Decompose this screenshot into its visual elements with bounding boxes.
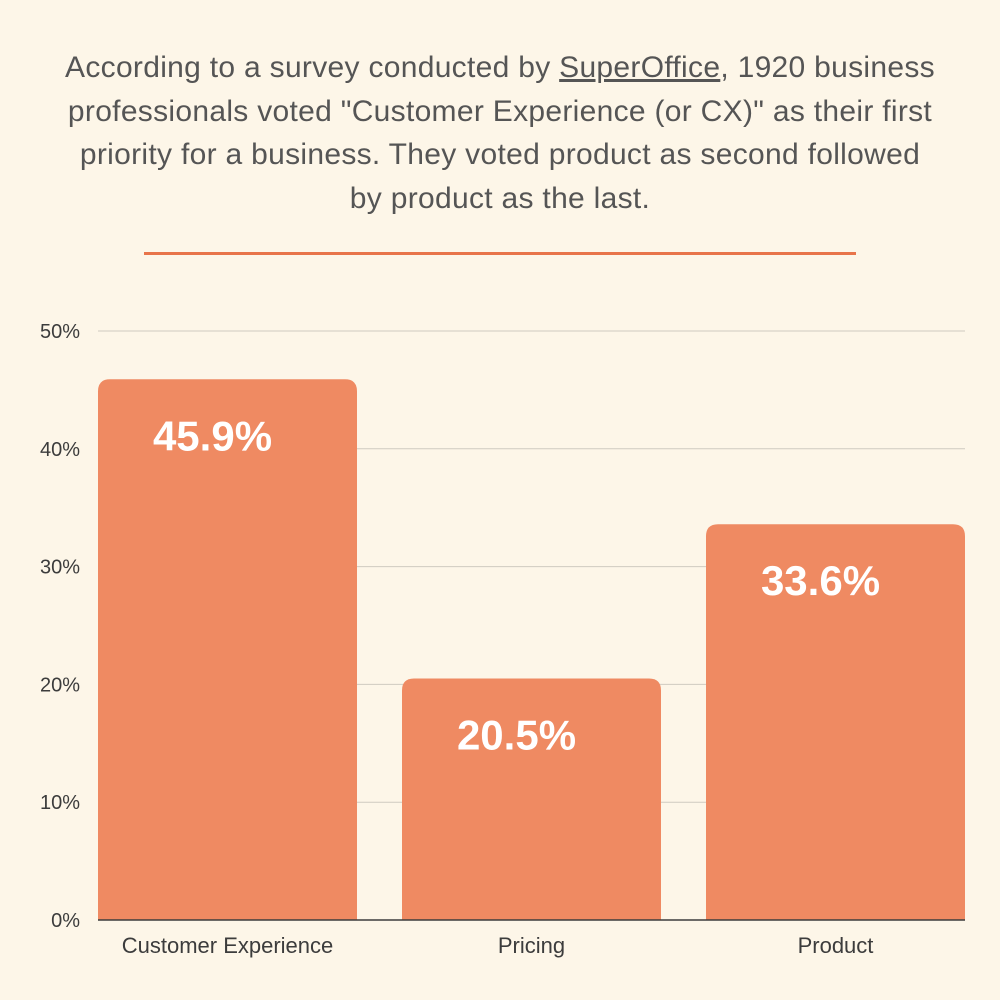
superoffice-link[interactable]: SuperOffice: [559, 51, 721, 84]
bar: [98, 379, 357, 921]
intro-text-start: According to a survey conducted by: [65, 51, 560, 84]
y-tick-label: 0%: [51, 910, 80, 932]
x-tick-label: Customer Experience: [122, 933, 334, 958]
y-tick-label: 20%: [40, 674, 80, 696]
x-tick-label: Product: [798, 933, 874, 958]
intro-text: According to a survey conducted by Super…: [60, 46, 940, 220]
y-tick-label: 50%: [40, 321, 80, 343]
divider: [144, 252, 856, 255]
bar: [706, 524, 965, 920]
y-tick-label: 40%: [40, 439, 80, 461]
x-tick-label: Pricing: [498, 933, 565, 958]
y-tick-label: 10%: [40, 792, 80, 814]
intro-text-end: , 1920 business professionals voted "Cus…: [67, 51, 935, 215]
y-tick-label: 30%: [40, 557, 80, 579]
data-label: 20.5%: [457, 712, 576, 759]
data-label: 33.6%: [761, 557, 880, 604]
data-label: 45.9%: [153, 412, 272, 459]
bar: [402, 678, 661, 920]
